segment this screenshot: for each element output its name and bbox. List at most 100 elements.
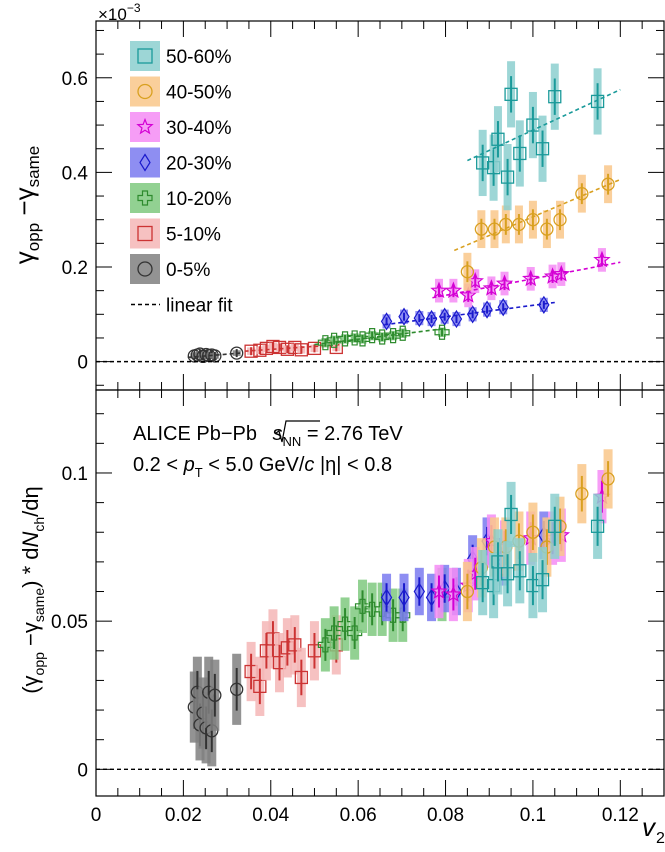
legend: 50-60% 40-50% 30-40% 20-30% 10-20% 5-10% 0-5% l… bbox=[130, 41, 233, 317]
data-point bbox=[513, 146, 527, 161]
series-20-30pct bbox=[380, 295, 555, 331]
y-tick-label: 0.6 bbox=[62, 69, 88, 90]
series-50-60pct bbox=[476, 481, 605, 619]
x-tick-label: 0.08 bbox=[427, 805, 464, 826]
legend-marker bbox=[137, 225, 153, 242]
data-point bbox=[253, 679, 267, 694]
data-point bbox=[438, 307, 451, 326]
data-point bbox=[460, 584, 475, 599]
legend-marker bbox=[137, 261, 153, 277]
series-0-5pct bbox=[187, 346, 244, 364]
data-point bbox=[487, 222, 502, 236]
data-point bbox=[430, 582, 448, 599]
data-point bbox=[526, 525, 540, 539]
legend-entry: 20-30% bbox=[130, 147, 232, 178]
data-point bbox=[374, 329, 390, 345]
data-point bbox=[425, 309, 438, 329]
legend-entry: linear fit bbox=[131, 296, 233, 317]
data-point bbox=[398, 307, 410, 326]
data-point bbox=[380, 312, 393, 331]
legend-entry: 5-10% bbox=[130, 218, 221, 249]
data-point bbox=[460, 265, 475, 279]
data-point bbox=[326, 332, 342, 348]
legend-entry: 50-60% bbox=[130, 41, 232, 71]
legend-entry: 40-50% bbox=[130, 76, 232, 107]
legend-label: linear fit bbox=[166, 296, 233, 317]
legend-marker bbox=[137, 48, 153, 64]
y-axis-title: (γopp −γsame) * dNch/dη bbox=[18, 486, 47, 694]
data-point bbox=[398, 588, 410, 607]
fit-line bbox=[432, 261, 621, 299]
legend-label: 10-20% bbox=[166, 189, 232, 210]
fit-line bbox=[453, 178, 621, 252]
data-point bbox=[497, 298, 509, 317]
data-point bbox=[476, 156, 490, 170]
data-point bbox=[294, 670, 309, 685]
legend-marker bbox=[137, 83, 153, 100]
data-point bbox=[430, 281, 448, 299]
data-point bbox=[548, 90, 562, 104]
data-point bbox=[513, 564, 527, 578]
data-point bbox=[307, 644, 322, 658]
data-point bbox=[601, 472, 615, 486]
legend-marker bbox=[137, 190, 153, 206]
data-point bbox=[444, 585, 463, 602]
fit-line bbox=[467, 88, 621, 162]
data-point bbox=[522, 269, 540, 287]
legend-label: 40-50% bbox=[166, 83, 232, 104]
data-point bbox=[395, 325, 411, 341]
data-point bbox=[495, 274, 514, 291]
legend-entry: 0-5% bbox=[130, 254, 210, 284]
y-tick-label: 0.1 bbox=[62, 464, 88, 485]
data-point bbox=[208, 688, 222, 702]
data-point bbox=[307, 341, 322, 356]
x-tick-label: 0.02 bbox=[165, 805, 202, 826]
legend-label: 20-30% bbox=[166, 154, 232, 175]
series-30-40pct bbox=[430, 248, 621, 308]
data-point bbox=[548, 519, 562, 533]
annotation-cuts: 0.2 < pT < 5.0 GeV/c |η| < 0.8 bbox=[133, 454, 392, 480]
annotation-system: ALICE Pb−Pb sNN = 2.76 TeV bbox=[133, 423, 403, 449]
data-point bbox=[491, 132, 505, 146]
data-point bbox=[317, 637, 333, 653]
y-axis-title: γopp −γsame bbox=[9, 146, 43, 264]
data-point bbox=[535, 142, 550, 156]
x-axis-title-subscript: 2 bbox=[656, 830, 665, 847]
data-point bbox=[481, 300, 493, 319]
legend-marker bbox=[136, 117, 154, 135]
data-point bbox=[538, 295, 550, 314]
data-point bbox=[575, 187, 589, 201]
fit-line bbox=[187, 352, 241, 359]
data-point bbox=[590, 94, 605, 109]
y-tick-label: 0.05 bbox=[51, 612, 88, 633]
data-point bbox=[499, 217, 513, 232]
data-point bbox=[413, 308, 426, 328]
data-point bbox=[512, 217, 526, 232]
data-point bbox=[413, 582, 426, 601]
y-tick-label: 0 bbox=[77, 760, 88, 781]
fit-line bbox=[384, 301, 555, 326]
data-point bbox=[504, 87, 518, 101]
data-point bbox=[476, 575, 490, 590]
data-point bbox=[294, 343, 309, 357]
data-point bbox=[575, 487, 589, 501]
data-point bbox=[364, 327, 380, 344]
legend-label: 5-10% bbox=[166, 225, 221, 246]
data-point bbox=[354, 598, 371, 614]
data-point bbox=[466, 305, 479, 324]
data-point bbox=[347, 330, 363, 346]
x-tick-label: 0.12 bbox=[602, 805, 639, 826]
legend-entry: 10-20% bbox=[130, 183, 232, 213]
fit-line bbox=[314, 327, 446, 346]
data-point bbox=[593, 250, 611, 268]
x-tick-label: 0 bbox=[91, 805, 102, 826]
x-axis: 0 0.02 0.04 0.06 0.08 0.1 0.12 bbox=[91, 805, 639, 826]
data-point bbox=[540, 222, 554, 236]
x-tick-label: 0.06 bbox=[340, 805, 377, 826]
data-point bbox=[317, 335, 333, 351]
legend-label: 30-40% bbox=[166, 118, 232, 139]
data-point bbox=[288, 638, 302, 652]
data-point bbox=[535, 573, 550, 587]
series-5-10pct bbox=[244, 339, 343, 358]
bottom-panel: 0 0.05 0.1 (γopp −γsame) * dNch/dη ALICE Pb−… bbox=[18, 389, 665, 797]
